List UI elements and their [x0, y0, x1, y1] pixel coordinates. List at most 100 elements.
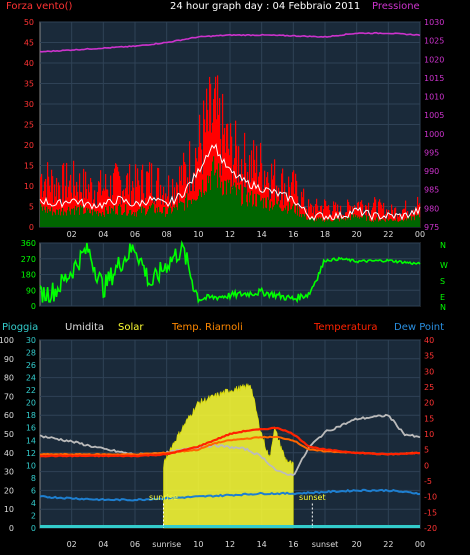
- wind-gust-bar: [102, 190, 104, 227]
- wind-gust-bar: [333, 201, 335, 227]
- wind-gust-bar: [151, 163, 153, 227]
- wind-avg-bar: [265, 207, 267, 227]
- weather-x-tick: 10: [193, 540, 203, 549]
- rain-tick: 18: [26, 411, 36, 420]
- wind-left-tick: 30: [24, 100, 34, 109]
- wind-gust-bar: [391, 204, 393, 227]
- wind-gust-bar: [313, 206, 315, 227]
- wind-avg-bar: [389, 219, 391, 227]
- wind-avg-bar: [69, 211, 71, 227]
- wind-gust-bar: [189, 141, 191, 227]
- wind-avg-bar: [89, 213, 91, 227]
- pressure-tick: 1000: [424, 130, 444, 139]
- wind-gust-bar: [399, 213, 401, 227]
- wind-gust-bar: [215, 76, 217, 228]
- rain-tick: 12: [26, 449, 36, 458]
- temp-tick: -10: [424, 493, 437, 502]
- weather-panel: 0102030405060708090100024681012141618202…: [0, 336, 437, 549]
- wind-gust-bar: [101, 195, 103, 227]
- wind-gust-bar: [287, 197, 289, 227]
- wind-avg-bar: [55, 214, 57, 227]
- wind-avg-bar: [184, 210, 186, 227]
- wind-avg-bar: [408, 218, 410, 227]
- wind-avg-bar: [44, 209, 46, 227]
- wind-avg-bar: [371, 221, 373, 227]
- wind-avg-bar: [347, 219, 349, 227]
- wind-gust-bar: [89, 192, 91, 227]
- wind-gust-bar: [104, 190, 106, 227]
- wind-avg-bar: [340, 217, 342, 227]
- wind-avg-bar: [297, 215, 299, 227]
- wind-gust-bar: [201, 149, 203, 227]
- wind-gust-bar: [297, 196, 299, 227]
- wind-gust-bar: [120, 180, 122, 227]
- wind-avg-bar: [284, 207, 286, 227]
- wind-avg-bar: [43, 206, 45, 227]
- wind-avg-bar: [409, 215, 411, 227]
- wind-avg-bar: [48, 209, 50, 227]
- wind-avg-bar: [165, 216, 167, 227]
- wind-gust-bar: [375, 199, 377, 227]
- wind-gust-bar: [226, 123, 228, 227]
- wind-gust-bar: [55, 196, 57, 227]
- wind-gust-bar: [403, 208, 405, 227]
- wind-x-tick: 00: [415, 230, 425, 239]
- wind-avg-bar: [262, 198, 264, 227]
- wind-avg-bar: [202, 179, 204, 227]
- wind-gust-bar: [157, 167, 159, 227]
- wind-avg-bar: [364, 216, 366, 227]
- wind-avg-bar: [88, 208, 90, 227]
- wind-gust-bar: [238, 146, 240, 227]
- wind-avg-bar: [233, 185, 235, 227]
- pressure-tick: 975: [424, 223, 439, 232]
- wind-avg-bar: [359, 218, 361, 227]
- wind-avg-bar: [385, 221, 387, 227]
- wind-avg-bar: [192, 198, 194, 227]
- humidity-tick: 0: [9, 524, 14, 533]
- rain-tick: 8: [31, 474, 36, 483]
- wind-gust-bar: [156, 180, 158, 227]
- wind-gust-bar: [296, 180, 298, 227]
- wind-gust-bar: [411, 210, 413, 227]
- wind-gust-bar: [362, 204, 364, 227]
- wind-x-tick: 02: [67, 230, 77, 239]
- wind-avg-bar: [259, 195, 261, 227]
- wind-gust-bar: [60, 198, 62, 227]
- wind-avg-bar: [312, 218, 314, 227]
- wind-avg-bar: [322, 221, 324, 227]
- wind-gust-bar: [349, 205, 351, 227]
- wind-avg-bar: [105, 207, 107, 227]
- wind-avg-bar: [206, 192, 208, 227]
- wind-avg-bar: [231, 186, 233, 227]
- wind-gust-bar: [44, 181, 46, 227]
- wind-gust-bar: [325, 200, 327, 227]
- wind-avg-bar: [179, 203, 181, 227]
- wind-avg-bar: [185, 197, 187, 227]
- wind-gust-bar: [366, 205, 368, 227]
- wind-gust-bar: [227, 123, 229, 227]
- wind-avg-bar: [82, 206, 84, 227]
- wind-avg-bar: [277, 204, 279, 227]
- wind-avg-bar: [246, 202, 248, 227]
- wind-avg-bar: [101, 216, 103, 227]
- wind-avg-bar: [219, 177, 221, 227]
- wind-avg-bar: [100, 213, 102, 227]
- wind-gust-bar: [118, 171, 120, 227]
- wind-gust-bar: [301, 191, 303, 227]
- wind-avg-bar: [93, 209, 95, 227]
- wind-gust-bar: [219, 98, 221, 228]
- wind-avg-bar: [99, 212, 101, 227]
- wind-gust-bar: [385, 214, 387, 227]
- wind-avg-bar: [404, 219, 406, 227]
- wind-avg-bar: [401, 217, 403, 227]
- wind-avg-bar: [241, 205, 243, 227]
- wind-gust-bar: [122, 190, 124, 227]
- pressure-tick: 980: [424, 204, 439, 213]
- wind-avg-bar: [205, 191, 207, 227]
- wind-avg-bar: [273, 206, 275, 227]
- wind-avg-bar: [137, 211, 139, 227]
- wind-avg-bar: [244, 186, 246, 227]
- wind-avg-bar: [281, 211, 283, 227]
- wind-avg-bar: [94, 211, 96, 227]
- wind-avg-bar: [199, 189, 201, 227]
